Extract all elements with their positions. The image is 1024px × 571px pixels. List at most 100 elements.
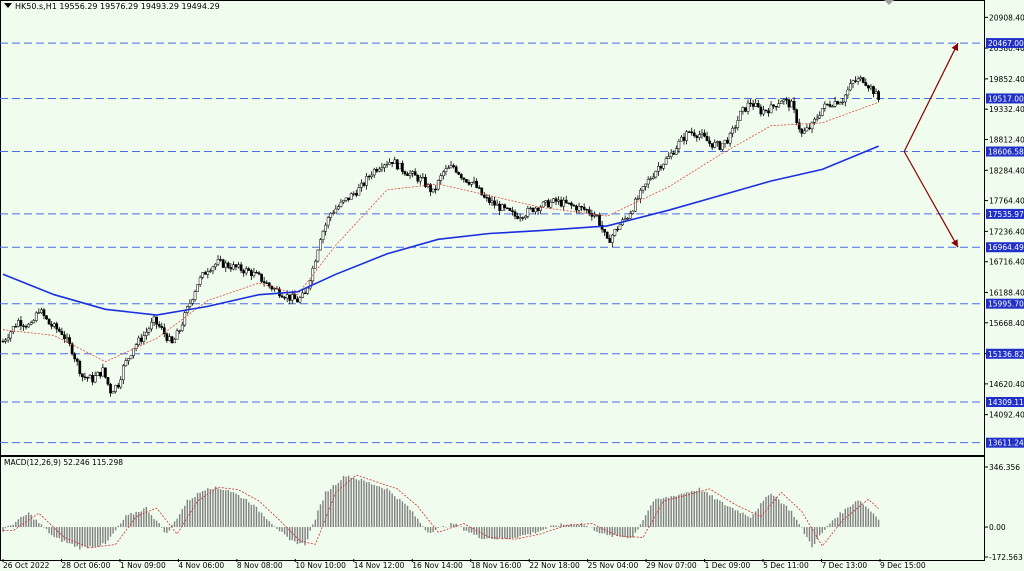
x-axis-tick-label: 5 Dec 11:00 <box>763 561 809 570</box>
candle-body <box>580 206 583 208</box>
candle-body <box>262 281 266 284</box>
price-level-label: 15136.82 <box>988 350 1024 359</box>
candle-body <box>493 200 496 206</box>
slow-moving-average-line <box>2 145 879 316</box>
candle-body <box>552 198 555 203</box>
candle-body <box>856 78 860 82</box>
candle-body <box>590 213 594 217</box>
candle-body <box>65 337 69 340</box>
symbol-quote: HK50.s,H1 19556.29 19576.29 19493.29 194… <box>15 2 220 11</box>
candle-body <box>313 260 317 269</box>
candle-body <box>403 171 407 175</box>
x-axis-tick-label: 28 Oct 06:00 <box>61 561 110 570</box>
candle-body <box>114 384 117 392</box>
candle-body <box>482 194 486 198</box>
candle-body <box>787 99 791 108</box>
candle-body <box>388 161 391 165</box>
candle-body <box>792 101 796 110</box>
candle-body <box>206 271 210 275</box>
candle-body <box>334 208 338 214</box>
y-axis-tick-label: 16188.40 <box>989 288 1024 297</box>
candle-body <box>209 270 212 272</box>
candle-body <box>826 103 829 106</box>
candle-body <box>708 140 711 144</box>
macd-signal-line <box>3 474 879 549</box>
candle-body <box>797 122 801 130</box>
y-axis-tick-label: 17764.40 <box>989 197 1024 206</box>
candle-body <box>651 176 655 179</box>
candle-body <box>37 312 41 314</box>
candle-body <box>119 379 123 388</box>
candle-body <box>472 180 476 183</box>
candle-body <box>47 318 51 325</box>
candle-body <box>421 176 425 179</box>
candle-body <box>226 262 230 268</box>
candle-body <box>436 180 440 190</box>
candle-body <box>559 199 563 207</box>
candle-body <box>843 94 847 103</box>
candle-body <box>485 197 489 199</box>
candle-body <box>500 204 504 211</box>
candle-body <box>393 159 397 164</box>
candle-body <box>191 299 194 304</box>
candle-body <box>475 180 478 188</box>
candle-body <box>820 108 824 116</box>
candle-body <box>418 177 422 182</box>
candle-body <box>424 176 427 187</box>
y-axis-tick-label: 18284.40 <box>989 166 1024 175</box>
candle-body <box>255 271 258 274</box>
candle-body <box>818 115 822 119</box>
y-axis-tick-label: 14092.40 <box>989 411 1024 420</box>
candle-body <box>242 270 246 274</box>
candle-body <box>60 330 64 335</box>
main-pane-frame <box>0 0 985 456</box>
y-axis-tick-label: 15668.40 <box>989 319 1024 328</box>
candle-body <box>429 184 432 193</box>
candle-body <box>700 132 704 135</box>
candle-body <box>273 288 276 290</box>
candle-body <box>378 168 381 172</box>
candle-body <box>677 140 681 150</box>
y-axis-tick-label: 20380.40 <box>989 44 1024 53</box>
candle-body <box>557 199 560 202</box>
candle-body <box>705 136 709 142</box>
candle-body <box>641 186 645 191</box>
candle-body <box>554 198 558 202</box>
candle-body <box>106 377 110 385</box>
dropdown-triangle-icon[interactable] <box>4 3 12 8</box>
candle-body <box>874 91 878 94</box>
candle-body <box>572 204 576 207</box>
candle-body <box>296 298 299 303</box>
candle-body <box>180 324 184 331</box>
candle-body <box>872 86 875 94</box>
candle-body <box>280 295 284 298</box>
candle-body <box>383 164 386 168</box>
candle-body <box>360 182 363 188</box>
candle-body <box>864 82 868 86</box>
candle-body <box>247 268 251 271</box>
y-axis-tick-label: 20908.40 <box>989 13 1024 22</box>
candle-body <box>513 211 517 217</box>
candle-body <box>726 139 729 144</box>
candle-body <box>401 162 404 172</box>
macd-pane-frame <box>0 456 985 561</box>
price-level-label: 20467.00 <box>988 39 1024 48</box>
candle-body <box>342 200 345 203</box>
candle-body <box>749 102 752 105</box>
candle-body <box>42 309 46 316</box>
candle-body <box>861 77 865 83</box>
candle-body <box>354 193 358 196</box>
macd-y-tick-label: -172.563 <box>989 553 1023 562</box>
candle-body <box>239 264 243 271</box>
candle-body <box>196 284 199 292</box>
candle-body <box>634 198 637 212</box>
candle-body <box>833 101 837 107</box>
candle-body <box>290 294 294 301</box>
candle-body <box>306 287 310 294</box>
candle-body <box>744 107 747 112</box>
candle-body <box>649 178 653 180</box>
candle-body <box>715 141 719 143</box>
candle-body <box>785 99 788 101</box>
candle-body <box>564 199 568 204</box>
